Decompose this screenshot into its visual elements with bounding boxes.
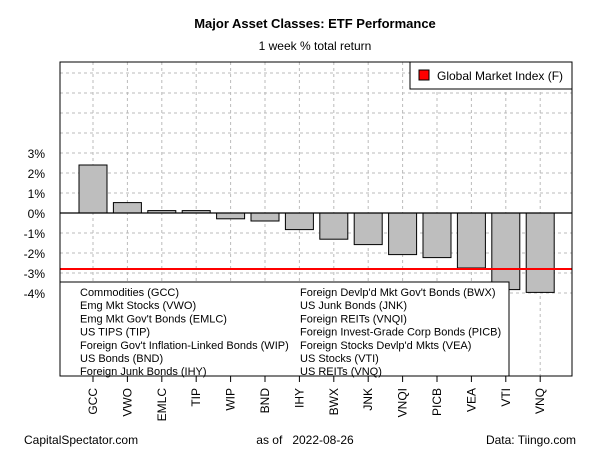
category-legend: Commodities (GCC)Emg Mkt Stocks (VWO)Emg… — [59, 281, 510, 378]
chart-title: Major Asset Classes: ETF Performance — [194, 16, 436, 31]
category-legend-item: Emg Mkt Stocks (VWO) — [80, 300, 196, 312]
bar-gcc — [78, 164, 108, 214]
x-tick-label: BWX — [327, 388, 341, 415]
y-tick-label: 1% — [28, 187, 46, 201]
footer-data: Data: Tiingo.com — [486, 433, 576, 447]
bar-jnk — [353, 212, 383, 246]
y-tick-label: -2% — [24, 247, 46, 261]
y-tick-label: 0% — [28, 207, 46, 221]
bar-ihy — [284, 212, 314, 231]
x-tick-label: IHY — [292, 388, 306, 408]
legend-swatch — [418, 69, 430, 81]
y-tick-label: 3% — [28, 147, 46, 161]
legend: Global Market Index (F) — [409, 61, 573, 90]
bar-bwx — [319, 212, 349, 240]
footer-source: CapitalSpectator.com — [24, 433, 138, 447]
bar-vti — [491, 212, 521, 291]
category-legend-item: US TIPS (TIP) — [80, 327, 150, 339]
y-tick-label: -4% — [24, 287, 46, 301]
x-tick-label: EMLC — [155, 388, 169, 422]
x-tick-label: BND — [258, 388, 272, 414]
y-tick-label: -1% — [24, 227, 46, 241]
bar-vwo — [112, 202, 142, 214]
x-tick-label: JNK — [361, 388, 375, 411]
category-legend-item: US Junk Bonds (JNK) — [300, 300, 407, 312]
x-tick-label: VWO — [120, 388, 134, 417]
category-legend-item: US Bonds (BND) — [80, 353, 163, 365]
x-tick-label: GCC — [86, 388, 100, 415]
bar-vnqi — [388, 212, 418, 256]
bar-vea — [456, 212, 486, 269]
bar-vnq — [525, 212, 555, 293]
category-legend-item: Foreign Junk Bonds (IHY) — [80, 366, 207, 378]
bar-wip — [216, 212, 246, 220]
x-tick-label: VEA — [464, 388, 478, 412]
category-legend-item: Commodities (GCC) — [80, 287, 179, 299]
y-tick-label: -3% — [24, 267, 46, 281]
chart-subtitle: 1 week % total return — [259, 39, 372, 53]
x-tick-label: VTI — [499, 388, 513, 407]
x-tick-label: WIP — [224, 388, 238, 411]
legend-label: Global Market Index (F) — [437, 69, 563, 83]
x-tick-label: PICB — [430, 388, 444, 416]
bar-bnd — [250, 212, 280, 222]
x-tick-label: VNQI — [396, 388, 410, 417]
category-legend-item: US Stocks (VTI) — [300, 353, 379, 365]
category-legend-item: Foreign Gov't Inflation-Linked Bonds (WI… — [80, 340, 289, 352]
y-tick-label: 2% — [28, 167, 46, 181]
category-legend-item: Emg Mkt Gov't Bonds (EMLC) — [80, 313, 227, 325]
x-tick-label: TIP — [189, 388, 203, 407]
category-legend-item: Foreign REITs (VNQI) — [300, 313, 407, 325]
bar-picb — [422, 212, 452, 259]
category-legend-item: Foreign Devlp'd Mkt Gov't Bonds (BWX) — [300, 287, 496, 299]
category-legend-item: Foreign Invest-Grade Corp Bonds (PICB) — [300, 327, 501, 339]
footer-date: as of 2022-08-26 — [256, 433, 354, 447]
category-legend-item: Foreign Stocks Devlp'd Mkts (VEA) — [300, 340, 471, 352]
category-legend-item: US REITs (VNQ) — [300, 366, 382, 378]
x-tick-label: VNQ — [533, 388, 547, 414]
